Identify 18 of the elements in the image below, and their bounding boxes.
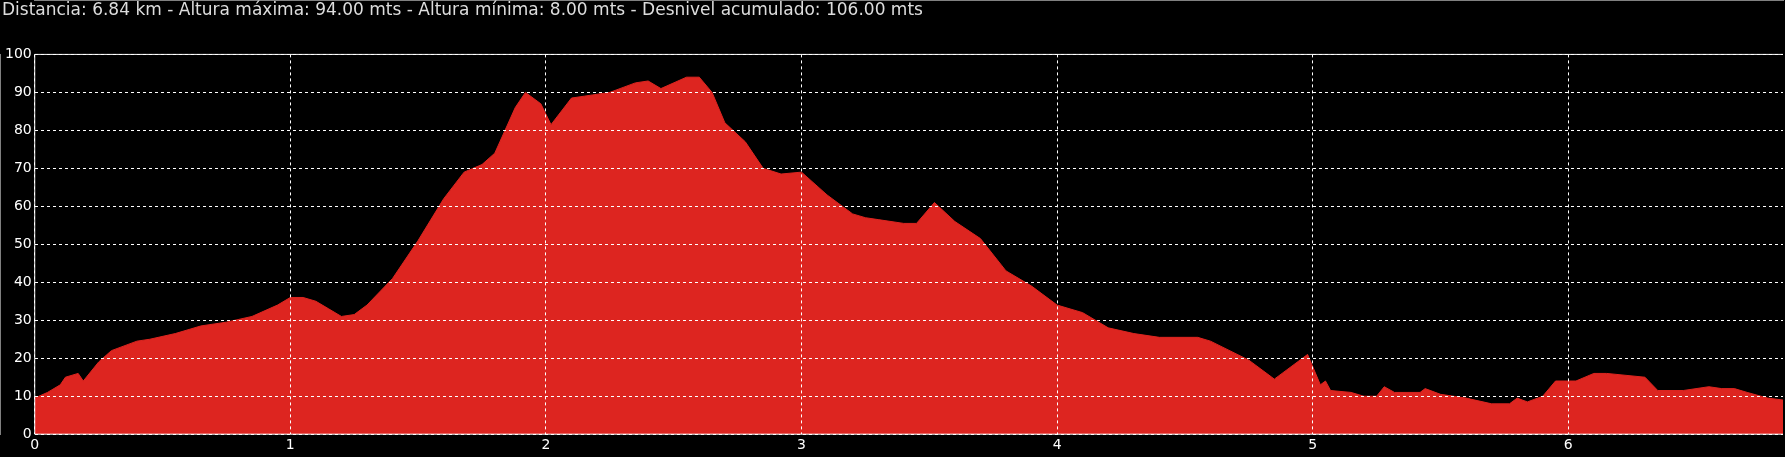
- x-tick-label: 4: [1052, 436, 1062, 453]
- y-tick-label: 80: [13, 121, 32, 137]
- x-tick-label: 2: [541, 436, 551, 453]
- x-tick-label: 1: [285, 436, 295, 453]
- x-tick-label: 5: [1308, 436, 1318, 453]
- y-tick-label: 50: [13, 234, 32, 251]
- chart-title: Distancia: 6.84 km - Altura máxima: 94.00 mts - Altura mínima: 8.00 mts - Desnivel acumulado: 106.00 mts: [2, 0, 924, 19]
- y-tick-label: 40: [13, 272, 32, 289]
- x-tick-label: 3: [797, 436, 806, 453]
- y-tick-label: 10: [13, 386, 32, 403]
- y-tick-label: 70: [13, 158, 32, 175]
- y-tick-label: 20: [13, 348, 32, 365]
- y-tick-label: 60: [13, 196, 32, 213]
- y-tick-label: 90: [13, 83, 32, 100]
- y-tick-label: 100: [4, 45, 32, 62]
- y-tick-label: 0: [22, 424, 32, 441]
- y-tick-label: 30: [13, 310, 32, 327]
- x-tick-label: 6: [1563, 436, 1573, 453]
